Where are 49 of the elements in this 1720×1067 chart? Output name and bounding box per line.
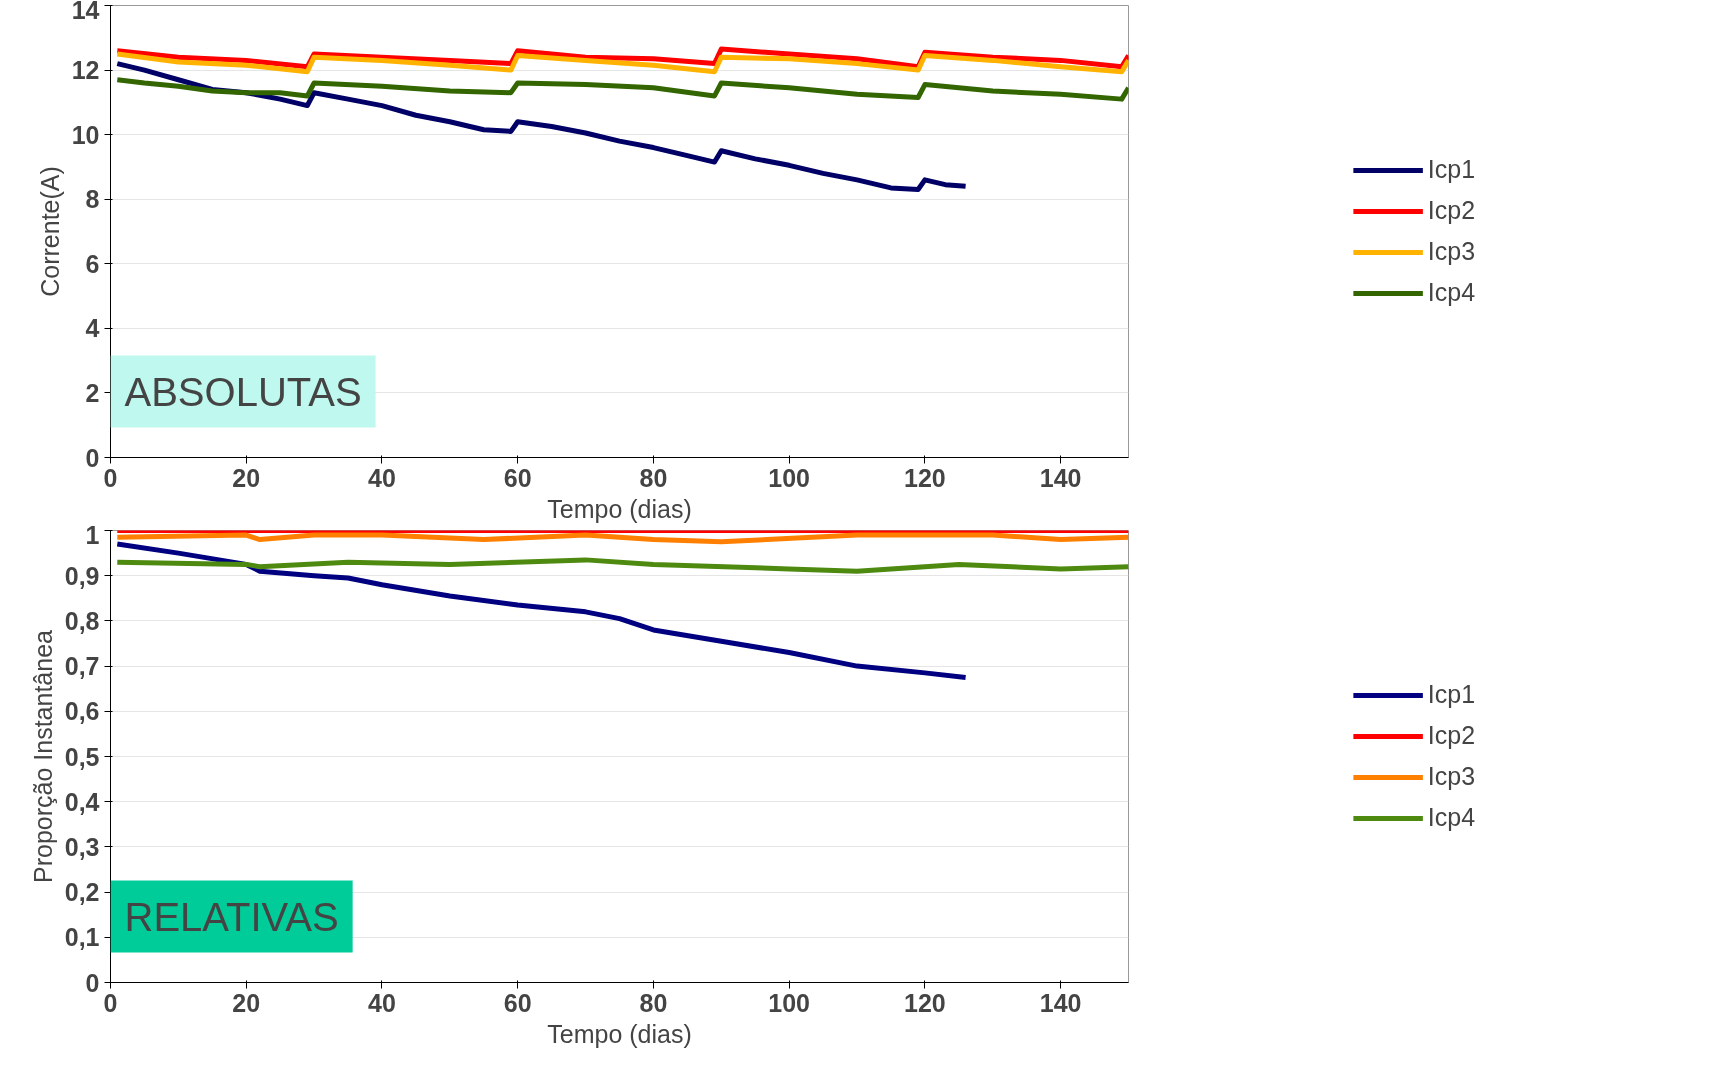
x-tick-label: 80 — [639, 463, 668, 492]
y-tick-label: 0,4 — [64, 787, 100, 816]
y-tick-label: 4 — [85, 314, 100, 343]
x-tick-label: 60 — [503, 463, 532, 492]
y-axis-title: Proporção Instantânea — [28, 629, 57, 883]
y-tick-label: 0 — [85, 968, 100, 997]
annotation: ABSOLUTAS — [124, 369, 362, 414]
x-tick-label: 40 — [368, 988, 396, 1017]
legend-label: Icp4 — [1427, 278, 1476, 307]
y-tick-label: 0,9 — [64, 561, 100, 590]
x-tick-label: 20 — [232, 988, 261, 1017]
x-tick-label: 20 — [232, 463, 261, 492]
x-axis-title: Tempo (dias) — [547, 494, 692, 523]
legend-label: Icp2 — [1427, 196, 1476, 225]
x-tick-label: 40 — [368, 463, 396, 492]
y-tick-label: 0,1 — [64, 923, 100, 952]
x-tick-label: 100 — [768, 988, 811, 1017]
y-tick-label: 1 — [85, 520, 100, 549]
y-tick-label: 0 — [85, 443, 100, 472]
x-tick-label: 0 — [103, 988, 118, 1017]
x-tick-label: 60 — [503, 988, 532, 1017]
y-tick-label: 2 — [85, 378, 100, 407]
x-tick-label: 140 — [1039, 988, 1082, 1017]
legend-label: Icp2 — [1427, 721, 1476, 750]
legend-label: Icp1 — [1427, 680, 1476, 709]
y-tick-label: 0,8 — [64, 606, 100, 635]
y-axis-title: Corrente(A) — [35, 166, 64, 297]
legend-label: Icp3 — [1427, 762, 1476, 791]
y-tick-label: 14 — [71, 0, 100, 24]
y-tick-label: 10 — [71, 120, 100, 149]
y-tick-label: 8 — [85, 185, 100, 214]
x-tick-label: 140 — [1039, 463, 1082, 492]
x-tick-label: 100 — [768, 463, 811, 492]
legend-label: Icp1 — [1427, 155, 1476, 184]
x-tick-label: 120 — [904, 988, 946, 1017]
annotation: RELATIVAS — [124, 894, 339, 939]
x-tick-label: 120 — [904, 463, 946, 492]
legend-label: Icp4 — [1427, 803, 1476, 832]
x-tick-label: 0 — [103, 463, 118, 492]
x-axis-title: Tempo (dias) — [547, 1019, 692, 1048]
y-tick-label: 6 — [85, 249, 100, 278]
y-tick-label: 12 — [71, 56, 100, 85]
legend-label: Icp3 — [1427, 237, 1476, 266]
y-tick-label: 0,3 — [64, 832, 100, 861]
y-tick-label: 0,5 — [64, 742, 100, 771]
y-tick-label: 0,2 — [64, 878, 100, 907]
y-tick-label: 0,7 — [64, 652, 100, 681]
x-tick-label: 80 — [639, 988, 668, 1017]
y-tick-label: 0,6 — [64, 697, 100, 726]
